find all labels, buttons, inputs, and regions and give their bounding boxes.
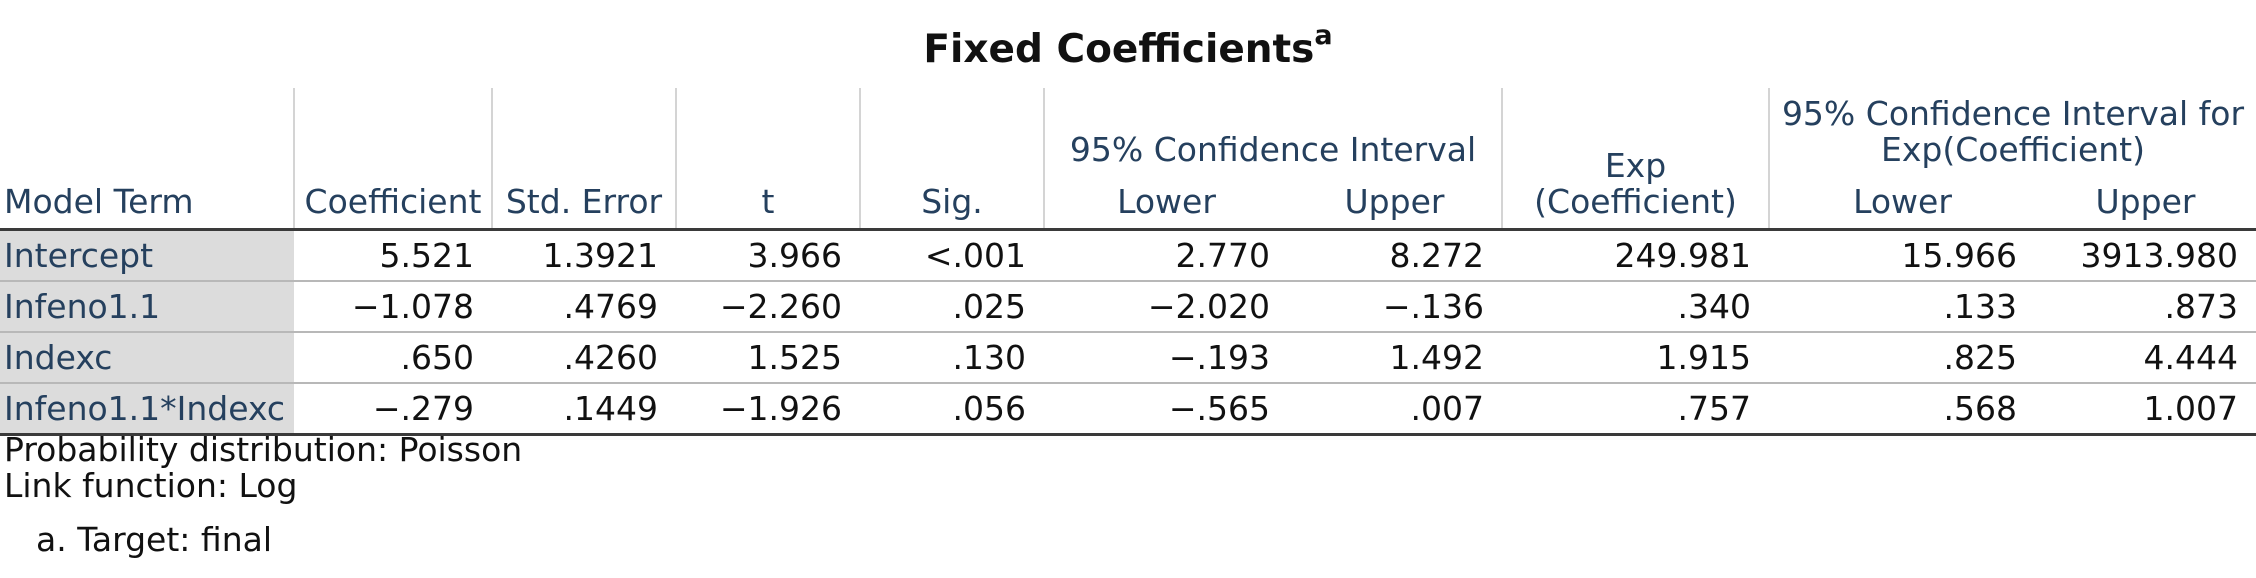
- cell-sig: .056: [860, 383, 1044, 436]
- header-exp-line2: (Coefficient): [1534, 182, 1737, 221]
- cell-t: 3.966: [676, 229, 860, 282]
- cell-sig: .130: [860, 332, 1044, 384]
- cell-exp-upper: .873: [2035, 281, 2256, 333]
- cell-exp-upper: 1.007: [2035, 383, 2256, 436]
- cell-sig: <.001: [860, 229, 1044, 282]
- cell-ci-lower: −.193: [1044, 332, 1288, 384]
- cell-exp-lower: .133: [1769, 281, 2035, 333]
- cell-ci-lower: 2.770: [1044, 229, 1288, 282]
- cell-exp-upper: 4.444: [2035, 332, 2256, 384]
- cell-t: −2.260: [676, 281, 860, 333]
- cell-t: −1.926: [676, 383, 860, 436]
- header-exp-ci-group: 95% Confidence Interval for Exp(Coeffici…: [1768, 88, 2256, 169]
- footnote-link-function: Link function: Log: [4, 466, 298, 505]
- cell-sig: .025: [860, 281, 1044, 333]
- cell-ci-upper: 1.492: [1288, 332, 1502, 384]
- table-row: Infeno1.1 −1.078 .4769 −2.260 .025 −2.02…: [0, 281, 2256, 333]
- cell-exp-lower: .825: [1769, 332, 2035, 384]
- cell-coefficient: 5.521: [294, 229, 492, 282]
- cell-ci-upper: .007: [1288, 383, 1502, 436]
- cell-std-error: .4260: [492, 332, 676, 384]
- header-t: t: [675, 88, 860, 231]
- row-label-infeno: Infeno1.1: [0, 281, 294, 333]
- header-std-error: Std. Error: [491, 88, 676, 231]
- cell-coefficient: .650: [294, 332, 492, 384]
- cell-coefficient: −1.078: [294, 281, 492, 333]
- header-ci-group: 95% Confidence Interval: [1043, 88, 1502, 168]
- header-ci-lower: Lower: [1043, 168, 1288, 231]
- header-exp-ci-line2: Exp(Coefficient): [1881, 130, 2145, 169]
- header-sig: Sig.: [859, 88, 1044, 231]
- cell-ci-lower: −.565: [1044, 383, 1288, 436]
- cell-ci-lower: −2.020: [1044, 281, 1288, 333]
- header-exp-ci-upper: Upper: [2035, 168, 2256, 231]
- cell-ci-upper: 8.272: [1288, 229, 1502, 282]
- table-row: Intercept 5.521 1.3921 3.966 <.001 2.770…: [0, 229, 2256, 282]
- cell-exp: .340: [1502, 281, 1769, 333]
- header-exp-coefficient: Exp (Coefficient): [1501, 88, 1769, 231]
- cell-std-error: 1.3921: [492, 229, 676, 282]
- footnote-target: a. Target: final: [36, 520, 272, 559]
- row-label-intercept: Intercept: [0, 229, 294, 282]
- header-model-term: Model Term: [0, 88, 294, 231]
- title-footnote-marker: a: [1314, 20, 1333, 51]
- table-row: Infeno1.1*Indexc −.279 .1449 −1.926 .056…: [0, 383, 2256, 436]
- cell-std-error: .4769: [492, 281, 676, 333]
- cell-coefficient: −.279: [294, 383, 492, 436]
- cell-exp-lower: .568: [1769, 383, 2035, 436]
- cell-std-error: .1449: [492, 383, 676, 436]
- header-ci-upper: Upper: [1288, 168, 1502, 231]
- cell-t: 1.525: [676, 332, 860, 384]
- cell-exp-upper: 3913.980: [2035, 229, 2256, 282]
- header-coefficient: Coefficient: [293, 88, 492, 231]
- table-title: Fixed Coefficientsa: [0, 20, 2256, 72]
- cell-exp: .757: [1502, 383, 1769, 436]
- header-exp-ci-line1: 95% Confidence Interval for: [1781, 94, 2245, 133]
- row-label-indexc: Indexc: [0, 332, 294, 384]
- fixed-coefficients-table[interactable]: Model Term Coefficient Std. Error t Sig.…: [0, 88, 2256, 436]
- row-label-interaction: Infeno1.1*Indexc: [0, 383, 294, 436]
- header-exp-line1: Exp: [1604, 146, 1667, 185]
- footnote-distribution: Probability distribution: Poisson: [4, 430, 523, 469]
- table-row: Indexc .650 .4260 1.525 .130 −.193 1.492…: [0, 332, 2256, 384]
- cell-ci-upper: −.136: [1288, 281, 1502, 333]
- cell-exp-lower: 15.966: [1769, 229, 2035, 282]
- cell-exp: 1.915: [1502, 332, 1769, 384]
- header-exp-ci-lower: Lower: [1768, 168, 2035, 231]
- table-title-text: Fixed Coefficients: [923, 27, 1315, 72]
- cell-exp: 249.981: [1502, 229, 1769, 282]
